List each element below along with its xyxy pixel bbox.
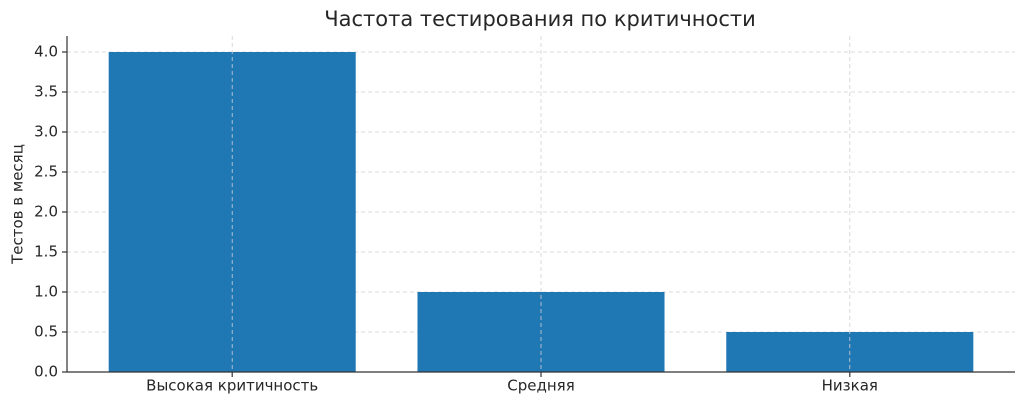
y-axis-label: Тестов в месяц [9,144,27,265]
x-tick-label: Высокая критичность [146,377,318,395]
y-tick-label: 1.0 [34,283,58,301]
y-tick-label: 0.0 [34,363,58,381]
y-tick-label: 2.5 [34,163,58,181]
y-tick-label: 0.5 [34,323,58,341]
x-tick-label: Средняя [507,377,574,395]
y-tick-label: 1.5 [34,243,58,261]
y-tick-label: 2.0 [34,203,58,221]
y-tick-label: 4.0 [34,43,58,61]
y-tick-label: 3.5 [34,83,58,101]
y-tick-label: 3.0 [34,123,58,141]
x-tick-label: Низкая [822,377,878,395]
chart-title: Частота тестирования по критичности [324,7,756,31]
